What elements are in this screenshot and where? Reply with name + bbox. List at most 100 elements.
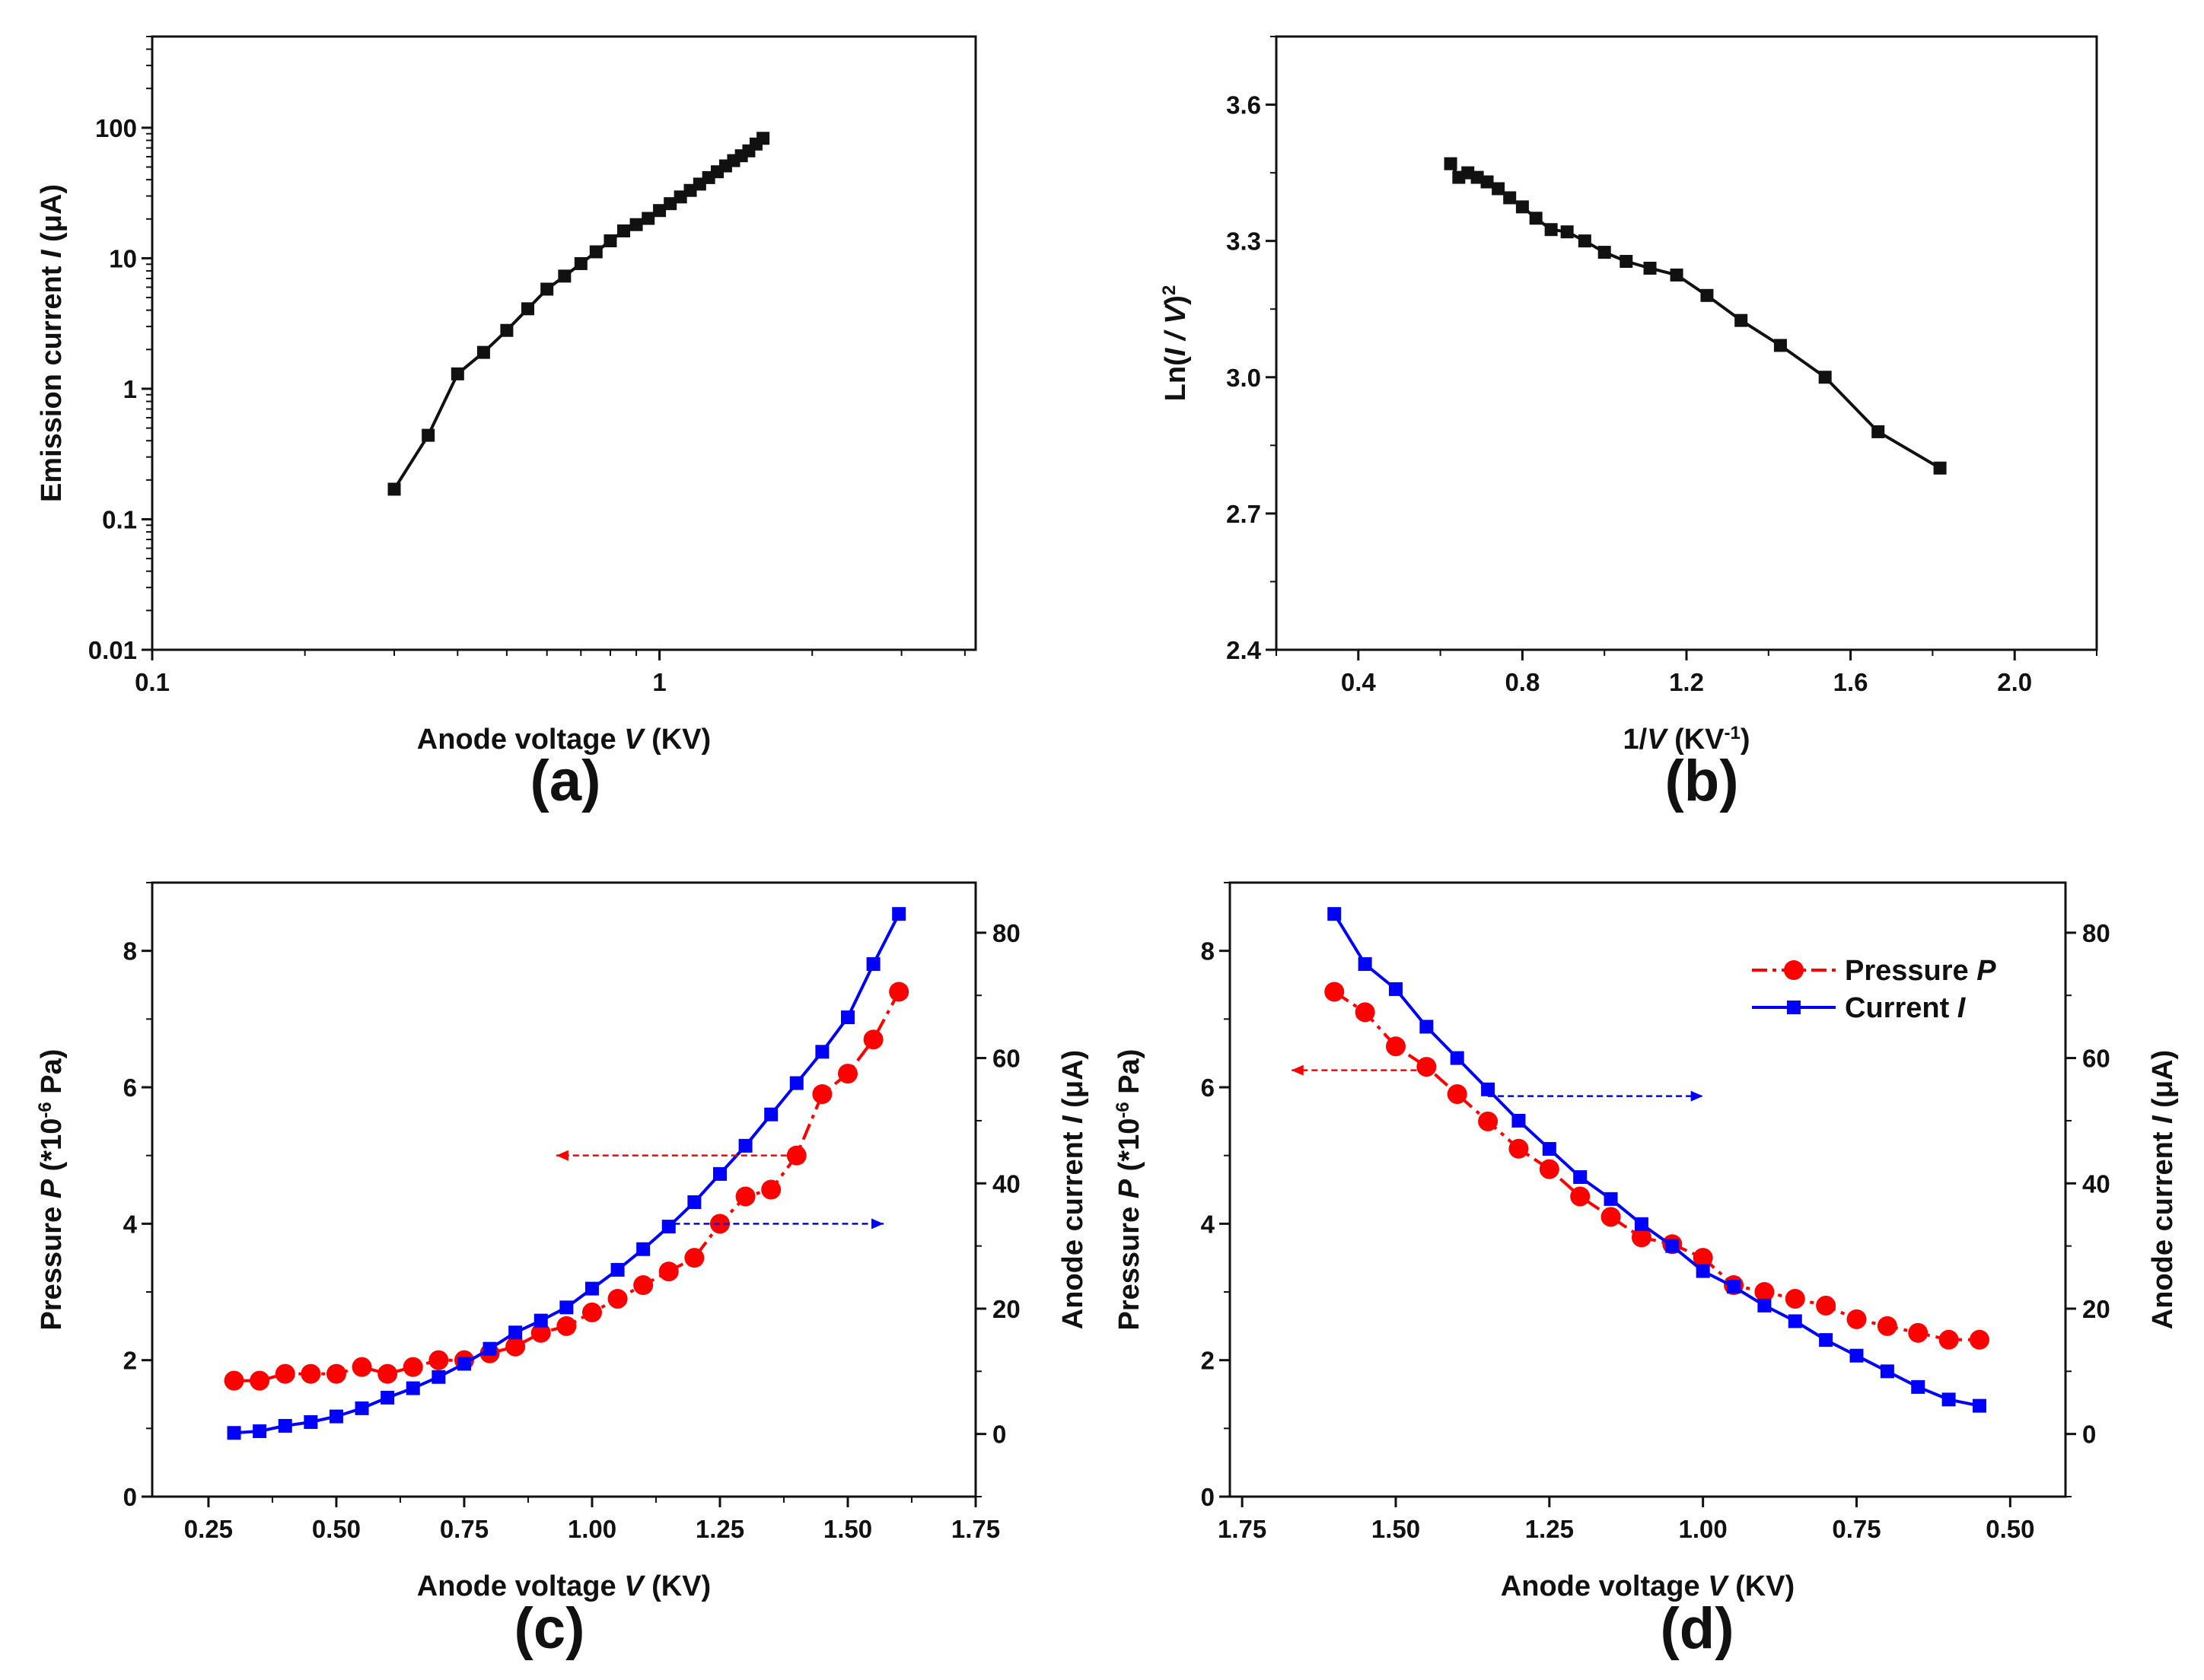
y-tick-label: 8: [1201, 937, 1215, 966]
data-point: [432, 1370, 446, 1384]
data-point: [642, 212, 655, 225]
data-point: [352, 1357, 372, 1377]
legend-marker: [1787, 1001, 1801, 1014]
plot-frame: [1228, 881, 2067, 1498]
y-tick-label: 4: [123, 1210, 138, 1238]
data-point: [889, 982, 909, 1002]
data-point: [789, 1076, 804, 1090]
data-point: [607, 1288, 628, 1309]
series-line: [234, 913, 900, 1435]
y2-tick-label: 40: [992, 1169, 1021, 1198]
data-point: [1358, 957, 1372, 972]
x-tick-label: 1.25: [696, 1515, 744, 1543]
data-point: [476, 345, 490, 359]
data-point: [684, 1248, 705, 1268]
data-point: [1573, 1170, 1588, 1185]
data-point: [278, 1418, 292, 1433]
plot-frame: [151, 35, 977, 651]
data-point: [326, 1363, 346, 1384]
panel-caption: (c): [514, 1596, 585, 1661]
data-point: [1696, 1264, 1710, 1278]
data-point: [709, 1214, 730, 1234]
data-point: [1816, 1295, 1836, 1316]
plot-frame: [151, 881, 977, 1498]
legend-label: Pressure P: [1845, 955, 1996, 987]
y-tick-label: 2: [123, 1347, 137, 1375]
data-point: [1508, 1138, 1529, 1159]
data-point: [664, 197, 677, 211]
y-tick-label: 100: [95, 114, 137, 142]
data-point: [406, 1381, 420, 1395]
annotation-arrowhead: [1291, 1064, 1304, 1076]
x-tick-label: 1.2: [1669, 668, 1704, 696]
annotation-arrowhead: [871, 1218, 884, 1230]
data-point: [761, 1179, 782, 1200]
y2-tick-label: 0: [992, 1421, 1006, 1449]
panel-caption: (b): [1664, 749, 1738, 813]
data-point: [483, 1341, 497, 1356]
annotation-arrowhead: [556, 1150, 569, 1161]
y-axis-label: Emission current I (μA): [36, 184, 68, 502]
y2-tick-label: 20: [2082, 1295, 2110, 1323]
data-point: [735, 1186, 756, 1207]
data-point: [604, 234, 617, 248]
series-line: [1333, 913, 1980, 1408]
data-point: [505, 1336, 526, 1357]
x-tick-label: 1.25: [1525, 1515, 1574, 1543]
data-point: [1757, 1298, 1772, 1312]
data-point: [381, 1390, 395, 1405]
data-point: [866, 957, 881, 972]
data-point: [1670, 268, 1683, 282]
y2-tick-label: 80: [992, 919, 1021, 947]
data-point: [1972, 1398, 1986, 1413]
data-point: [1560, 225, 1574, 239]
data-point: [837, 1064, 858, 1084]
data-point: [653, 204, 667, 218]
data-point: [1450, 1051, 1464, 1065]
data-point: [1327, 907, 1342, 921]
data-point: [1544, 223, 1558, 237]
data-point: [1911, 1379, 1925, 1394]
y-axis-label: Pressure P (*10-6 Pa): [1113, 1049, 1146, 1331]
y-tick-label: 2.4: [1226, 636, 1262, 664]
data-point: [633, 1275, 654, 1296]
data-point: [1941, 1392, 1956, 1407]
data-point: [224, 1370, 244, 1391]
chart-panel-d: 1.75 1.50 1.25 1.00 0.75 0.5002468020406080An…: [1113, 881, 2179, 1661]
x-axis-label: 1/V (KV-1): [1623, 723, 1750, 756]
data-point: [304, 1415, 318, 1430]
x-tick-label: 1.75: [1218, 1515, 1266, 1543]
data-point: [1634, 1217, 1648, 1231]
x-tick-label: 0.50: [312, 1515, 361, 1543]
y-tick-label: 0.1: [102, 505, 137, 533]
x-tick-label: 2.0: [1997, 668, 2032, 696]
data-point: [661, 1220, 676, 1234]
data-point: [1416, 1057, 1437, 1077]
data-point: [1515, 200, 1529, 214]
data-point: [584, 1281, 599, 1296]
data-point: [1754, 1282, 1775, 1302]
data-point: [428, 1350, 449, 1370]
y-tick-label: 3.0: [1226, 364, 1261, 392]
y-tick-label: 0: [1201, 1483, 1215, 1511]
data-point: [1355, 1002, 1375, 1023]
data-point: [764, 1107, 779, 1122]
y-tick-label: 1: [123, 375, 137, 403]
data-point: [377, 1363, 398, 1384]
data-point: [1819, 1333, 1833, 1348]
data-point: [451, 367, 464, 380]
data-point: [1788, 1314, 1802, 1328]
data-point: [227, 1426, 241, 1440]
data-point: [1631, 1227, 1651, 1248]
panel-caption: (d): [1660, 1596, 1734, 1661]
data-point: [387, 482, 401, 496]
data-point: [1933, 461, 1947, 475]
data-point: [1324, 982, 1345, 1002]
chart-panel-c: 0.25 0.50 0.75 1.00 1.25 1.50 1.75024680204060…: [35, 881, 1089, 1661]
data-point: [1578, 234, 1591, 248]
y-tick-label: 6: [123, 1074, 137, 1102]
data-point: [1529, 212, 1543, 225]
x-axis-label: Anode voltage V (KV): [1501, 1570, 1795, 1602]
y2-tick-label: 80: [2082, 919, 2110, 947]
x-tick-label: 0.50: [1986, 1515, 2034, 1543]
